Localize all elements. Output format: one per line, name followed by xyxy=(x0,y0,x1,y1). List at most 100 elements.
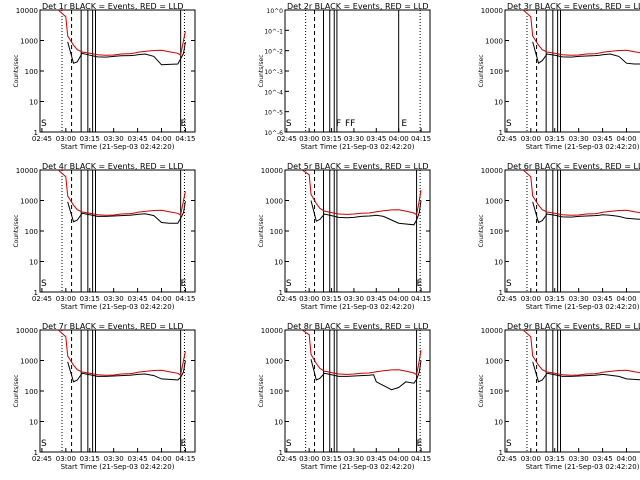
x-axis-label: Start Time (21-Sep-03 02:42:20) xyxy=(526,463,640,471)
y-tick-label: 10^-4 xyxy=(264,89,283,96)
panel-title: Det 3r BLACK = Events, RED = LLD xyxy=(507,2,640,11)
annotation-label: S xyxy=(286,439,292,449)
x-tick-label: 03:15 xyxy=(321,455,341,463)
y-axis-label: Counts/sec xyxy=(478,54,485,87)
detector-panel-2: Det 2r BLACK = Events, RED = LLD 10^-6 10^… xyxy=(258,2,431,151)
detector-panel-8: Det 8r BLACK = Events, RED = LLD 1 10 100 10… xyxy=(258,322,431,471)
x-axis-label: Start Time (21-Sep-03 02:42:20) xyxy=(61,463,175,471)
y-tick-label: 1000 xyxy=(485,358,503,366)
y-tick-label: 100 xyxy=(490,388,503,396)
x-tick-label: 04:00 xyxy=(151,295,171,303)
y-tick-label: 10 xyxy=(494,259,503,267)
x-tick-label: 03:30 xyxy=(569,295,589,303)
detector-panel-3: Det 3r BLACK = Events, RED = LLD 1 10 100 10… xyxy=(478,2,640,151)
x-tick-label: 04:00 xyxy=(389,135,409,143)
x-tick-label: 02:45 xyxy=(32,455,52,463)
y-tick-label: 10 xyxy=(29,99,38,107)
x-tick-label: 03:30 xyxy=(344,135,364,143)
x-tick-label: 03:45 xyxy=(127,455,147,463)
y-tick-label: 10 xyxy=(274,259,283,267)
detector-panel-5: Det 5r BLACK = Events, RED = LLD 1 10 100 10… xyxy=(258,162,431,311)
detector-panel-9: Det 9r BLACK = Events, RED = LLD 1 10 100 10… xyxy=(478,322,640,471)
x-tick-label: 03:30 xyxy=(104,455,124,463)
y-tick-label: 1000 xyxy=(265,358,283,366)
events-series-line xyxy=(532,201,640,224)
y-tick-label: 10 xyxy=(29,419,38,427)
y-tick-label: 10^-1 xyxy=(264,28,283,35)
annotation-label: F xyxy=(336,119,341,129)
y-tick-label: 1000 xyxy=(485,38,503,46)
x-tick-label: 03:15 xyxy=(545,295,565,303)
plot-frame xyxy=(284,9,431,133)
y-tick-label: 1000 xyxy=(265,198,283,206)
x-tick-label: 03:45 xyxy=(592,455,612,463)
x-axis-label: Start Time (21-Sep-03 02:42:20) xyxy=(526,303,640,311)
panel-title: Det 1r BLACK = Events, RED = LLD xyxy=(42,2,184,11)
detector-panel-6: Det 6r BLACK = Events, RED = LLD 1 10 100 10… xyxy=(478,162,640,311)
y-axis-label: Counts/sec xyxy=(478,374,485,407)
annotation-label: S xyxy=(506,279,512,289)
annotation-label: S xyxy=(41,279,47,289)
annotation-label: S xyxy=(286,279,292,289)
x-axis-label: Start Time (21-Sep-03 02:42:20) xyxy=(61,143,175,151)
x-tick-label: 02:45 xyxy=(277,455,297,463)
y-tick-label: 10000 xyxy=(16,327,38,335)
x-tick-label: 02:45 xyxy=(277,295,297,303)
events-series-line xyxy=(310,359,422,391)
y-axis-label: Counts/sec xyxy=(13,54,20,87)
x-tick-label: 03:00 xyxy=(56,135,76,143)
x-axis-label: Start Time (21-Sep-03 02:42:20) xyxy=(61,303,175,311)
y-tick-label: 100 xyxy=(25,68,38,76)
y-tick-label: 10^-5 xyxy=(264,110,283,117)
panel-title: Det 7r BLACK = Events, RED = LLD xyxy=(42,322,184,331)
y-tick-label: 10^0 xyxy=(267,8,284,15)
y-tick-label: 1000 xyxy=(20,38,38,46)
plot-frame xyxy=(284,169,431,293)
x-tick-label: 02:45 xyxy=(277,135,297,143)
x-tick-label: 03:30 xyxy=(344,455,364,463)
x-axis-label: Start Time (21-Sep-03 02:42:20) xyxy=(526,143,640,151)
plot-frame xyxy=(39,9,196,133)
x-tick-label: 03:45 xyxy=(366,135,386,143)
y-tick-label: 1 xyxy=(34,129,38,137)
annotation-label: E xyxy=(417,439,423,449)
y-axis-label: Counts/sec xyxy=(258,54,265,87)
y-tick-label: 10000 xyxy=(16,167,38,175)
x-tick-label: 03:30 xyxy=(104,295,124,303)
x-tick-label: 04:15 xyxy=(175,455,195,463)
y-axis-label: Counts/sec xyxy=(478,214,485,247)
x-tick-label: 03:00 xyxy=(299,295,319,303)
x-tick-label: 03:15 xyxy=(321,135,341,143)
y-tick-label: 100 xyxy=(25,228,38,236)
y-tick-label: 10^-3 xyxy=(264,69,283,76)
y-tick-label: 1000 xyxy=(20,358,38,366)
lld-series-line xyxy=(522,169,640,216)
plot-frame xyxy=(284,329,431,453)
lld-series-line xyxy=(57,329,186,377)
events-series-line xyxy=(67,360,186,383)
detector-panel-4: Det 4r BLACK = Events, RED = LLD 1 10 100 10… xyxy=(13,162,196,311)
x-tick-label: 03:30 xyxy=(344,295,364,303)
x-tick-label: 03:45 xyxy=(592,295,612,303)
y-tick-label: 100 xyxy=(270,228,283,236)
y-tick-label: 10000 xyxy=(261,167,283,175)
x-tick-label: 03:45 xyxy=(127,295,147,303)
x-tick-label: 03:45 xyxy=(366,455,386,463)
y-tick-label: 1000 xyxy=(20,198,38,206)
panel-title: Det 4r BLACK = Events, RED = LLD xyxy=(42,162,184,171)
detector-panel-1: Det 1r BLACK = Events, RED = LLD 1 10 100 10… xyxy=(13,2,196,151)
x-tick-label: 03:45 xyxy=(127,135,147,143)
x-tick-label: 03:15 xyxy=(545,135,565,143)
y-tick-label: 1 xyxy=(499,449,503,457)
x-tick-label: 02:45 xyxy=(32,295,52,303)
annotation-label: S xyxy=(41,439,47,449)
y-tick-label: 10 xyxy=(29,259,38,267)
x-tick-label: 03:15 xyxy=(80,135,100,143)
x-tick-label: 04:15 xyxy=(411,455,431,463)
y-tick-label: 10^-6 xyxy=(264,130,283,137)
x-tick-label: 03:15 xyxy=(321,295,341,303)
events-series-line xyxy=(310,200,422,226)
plot-frame xyxy=(504,169,640,293)
y-tick-label: 100 xyxy=(270,388,283,396)
